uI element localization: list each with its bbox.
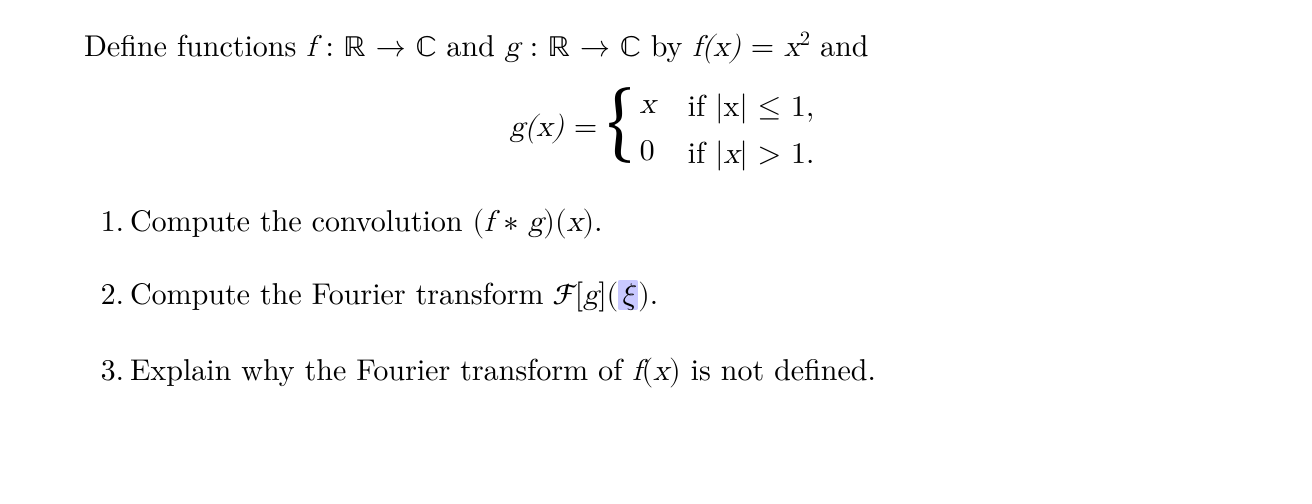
g-case2-value: 0 (640, 131, 668, 175)
item-number: 3. (84, 348, 124, 389)
intro-tail: and (810, 22, 868, 65)
g-piecewise: { x if |x| ≤ 1, 0 if |x| > 1. (607, 84, 814, 175)
question-3: 3. Explain why the Fourier transform of … (84, 348, 1240, 392)
highlighted-xi: ξ (618, 280, 638, 310)
q2-text: Compute the Fourier transform (130, 270, 553, 313)
q1-text: Compute the convolution (130, 197, 473, 240)
g-case1-condition: if |x| ≤ 1, (688, 84, 815, 128)
intro-mid1: and (436, 22, 504, 65)
q1-expression: (f ∗ g)(x) (473, 207, 595, 237)
question-list: 1. Compute the convolution (f ∗ g)(x). 2… (84, 199, 1240, 392)
g-cases: x if |x| ≤ 1, 0 if |x| > 1. (640, 84, 815, 175)
intro-line: Define functions f : ℝ → ℂ and g : ℝ → ℂ… (84, 24, 1240, 70)
question-2: 2. Compute the Fourier transform ℱ[g](ξ)… (84, 272, 1240, 318)
g-case1-value: x (640, 84, 668, 128)
g-case-1: x if |x| ≤ 1, (640, 84, 815, 128)
g-lhs: g(x) (510, 111, 564, 141)
item-number: 2. (84, 272, 124, 313)
g-case2-condition: if |x| > 1. (688, 131, 815, 175)
q2-expression: ℱ[g](ξ) (553, 280, 649, 310)
g-equals: = (564, 111, 607, 141)
f-definition: f(x) = x2 (692, 32, 810, 62)
q2-post: . (650, 270, 658, 313)
problem-statement: Define functions f : ℝ → ℂ and g : ℝ → ℂ… (84, 24, 1240, 391)
g-case-2: 0 if |x| > 1. (640, 131, 815, 175)
question-1: 1. Compute the convolution (f ∗ g)(x). (84, 199, 1240, 243)
intro-prefix: Define functions (84, 22, 306, 65)
q3-text: Explain why the Fourier transform of (130, 346, 632, 389)
left-brace-icon: { (607, 95, 634, 160)
g-mapping: g : ℝ → ℂ (505, 32, 641, 62)
f-mapping: f : ℝ → ℂ (306, 32, 436, 62)
g-definition-display: g(x) = { x if |x| ≤ 1, 0 if |x| > 1. (84, 84, 1240, 175)
item-number: 1. (84, 199, 124, 240)
q1-post: . (594, 197, 602, 240)
q3-fx: f(x) (632, 356, 680, 386)
q3-post: is not defined. (681, 346, 876, 389)
intro-mid2: by (641, 22, 693, 65)
